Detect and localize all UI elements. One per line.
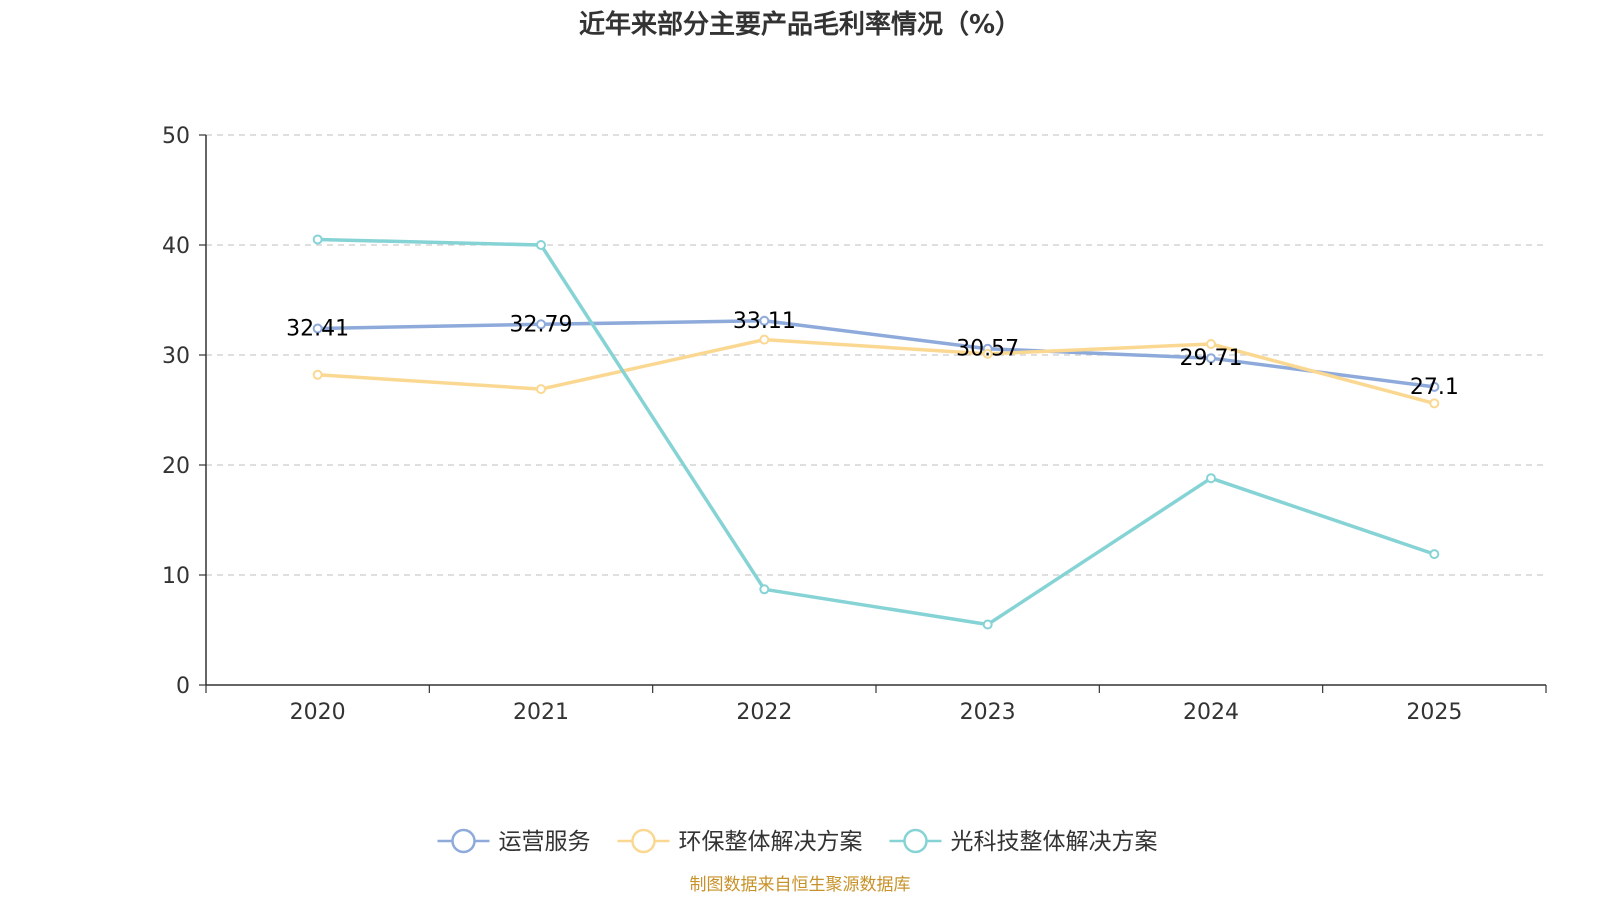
legend-label: 运营服务 [499, 829, 591, 855]
data-point-0-2 [759, 315, 770, 326]
data-point-2-2 [759, 584, 770, 595]
legend[interactable]: 运营服务 环保整体解决方案 光科技整体解决方案 [437, 828, 1158, 855]
legend-label: 环保整体解决方案 [679, 829, 863, 855]
data-point-1-2 [759, 334, 770, 345]
y-tick-label: 20 [162, 454, 190, 479]
data-labels: 32.41 32.79 33.11 30.57 29.71 27.1 [286, 309, 1459, 400]
data-point-0-0 [312, 323, 323, 334]
data-point-0-5 [1429, 381, 1440, 392]
legend-item-1[interactable]: 环保整体解决方案 [617, 828, 863, 855]
data-label: 32.79 [510, 312, 573, 337]
y-tick-label: 40 [162, 234, 190, 259]
legend-label: 光科技整体解决方案 [951, 829, 1158, 855]
x-tick-label: 2024 [1183, 700, 1239, 725]
x-tick-label: 2022 [736, 700, 792, 725]
series-line-0 [315, 319, 1437, 389]
x-tick-label: 2021 [513, 700, 569, 725]
legend-item-0[interactable]: 运营服务 [437, 828, 591, 855]
data-point-0-4 [1206, 353, 1216, 364]
legend-item-2[interactable]: 光科技整体解决方案 [889, 828, 1158, 855]
x-tick-label: 2023 [960, 700, 1016, 725]
data-point-1-5 [1429, 398, 1440, 409]
data-point-2-5 [1429, 549, 1440, 560]
data-point-1-1 [536, 384, 546, 395]
data-label: 27.1 [1410, 375, 1459, 400]
y-tick-label: 0 [176, 674, 190, 699]
series-layer [312, 234, 1440, 630]
data-point-1-0 [312, 369, 323, 380]
data-label: 32.41 [286, 316, 349, 341]
x-tick-label: 2025 [1406, 700, 1462, 725]
data-label: 30.57 [956, 337, 1019, 362]
y-tick-label: 30 [162, 344, 190, 369]
data-point-1-3 [982, 348, 993, 359]
series-line-2 [315, 237, 1437, 627]
legend-marker-icon [631, 828, 656, 854]
y-tick-label: 10 [162, 564, 190, 589]
data-label: 29.71 [1180, 346, 1243, 371]
grid-lines [206, 134, 1546, 576]
data-point-2-4 [1206, 473, 1216, 484]
data-point-1-4 [1206, 339, 1216, 349]
data-label: 33.11 [733, 309, 796, 334]
chart-title: 近年来部分主要产品毛利率情况（%） [579, 9, 1021, 40]
legend-marker-icon [451, 828, 476, 854]
y-tick-label: 50 [162, 124, 190, 149]
data-point-2-1 [536, 240, 546, 250]
data-point-0-1 [536, 319, 546, 330]
series-line-1 [315, 337, 1437, 406]
legend-marker-icon [903, 828, 928, 854]
source-note: 制图数据来自恒生聚源数据库 [690, 875, 911, 895]
axes: 0 10 20 30 40 50 2020 2021 2022 2023 2024 2025 [162, 124, 1547, 725]
data-point-2-0 [312, 234, 323, 245]
x-tick-label: 2020 [290, 700, 346, 725]
data-point-2-3 [982, 619, 993, 630]
